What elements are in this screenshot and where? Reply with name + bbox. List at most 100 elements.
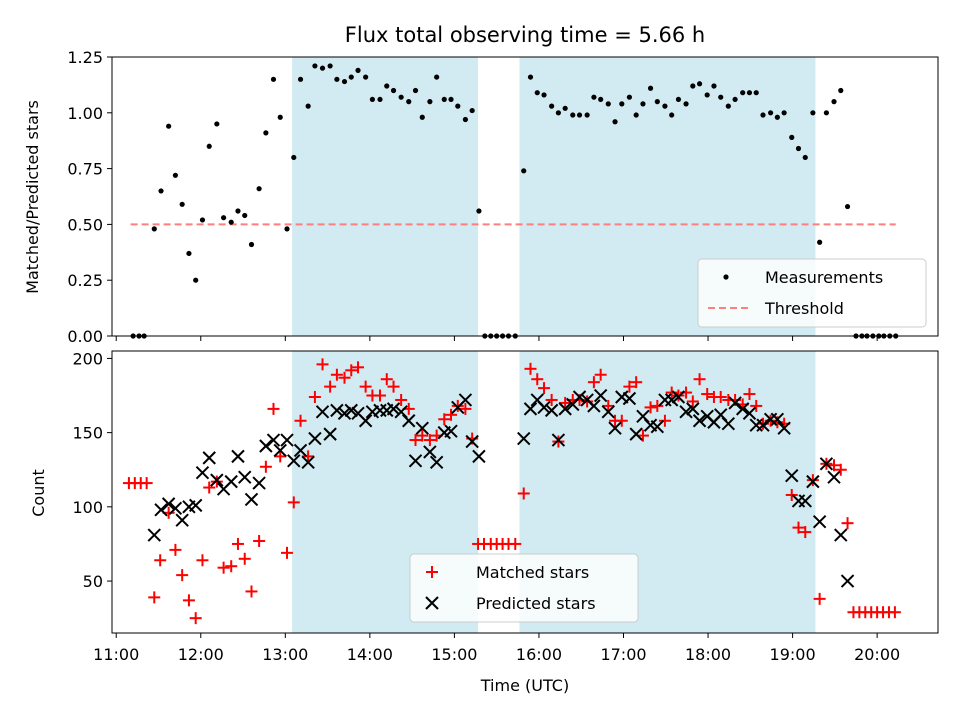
x-tick-label-5: 16:00 bbox=[516, 645, 562, 664]
matched-point-58 bbox=[524, 362, 537, 375]
top-axes-frame bbox=[111, 56, 939, 337]
predicted-point-3 bbox=[168, 501, 183, 516]
predicted-point-48 bbox=[523, 402, 538, 416]
matched-point-7 bbox=[169, 543, 182, 556]
measurement-point-71 bbox=[626, 94, 633, 100]
predicted-point-37 bbox=[408, 454, 423, 468]
measurement-point-88 bbox=[746, 90, 753, 96]
predicted-point-42 bbox=[444, 424, 458, 438]
measurement-point-46 bbox=[455, 103, 461, 109]
matched-point-25 bbox=[294, 414, 307, 427]
bot-yaxis-tick-label-0: 50 bbox=[83, 572, 103, 591]
measurement-point-66 bbox=[591, 94, 597, 100]
predicted-point-26 bbox=[330, 403, 344, 418]
x-tick-label-1: 12:00 bbox=[178, 645, 224, 664]
x-tick-label-2: 13:00 bbox=[262, 645, 308, 664]
bot-yaxis-tick-label-3: 200 bbox=[72, 349, 103, 368]
predicted-point-63 bbox=[629, 427, 643, 441]
predicted-point-47 bbox=[517, 431, 531, 446]
measurement-point-81 bbox=[696, 81, 703, 87]
matched-point-67 bbox=[587, 376, 600, 389]
measurement-point-36 bbox=[384, 83, 390, 89]
predicted-point-40 bbox=[429, 455, 444, 470]
measurement-point-68 bbox=[605, 101, 611, 107]
measurement-point-4 bbox=[158, 188, 164, 194]
matched-point-57 bbox=[517, 487, 530, 500]
measurement-point-13 bbox=[220, 215, 227, 221]
matched-point-5 bbox=[154, 554, 167, 567]
legend-measurements-marker bbox=[723, 274, 729, 280]
predicted-point-79 bbox=[742, 406, 757, 421]
measurement-point-75 bbox=[654, 99, 660, 105]
matched-point-10 bbox=[189, 612, 202, 625]
measurement-point-38 bbox=[398, 94, 404, 100]
matched-point-62 bbox=[552, 435, 565, 448]
bottom-legend: Matched stars Predicted stars bbox=[409, 553, 639, 623]
measurement-point-100 bbox=[831, 99, 837, 105]
x-tick-label-4: 15:00 bbox=[431, 645, 477, 664]
measurement-point-62 bbox=[562, 105, 568, 111]
matched-point-32 bbox=[345, 364, 358, 377]
matched-point-13 bbox=[210, 475, 223, 488]
predicted-point-34 bbox=[386, 402, 401, 416]
measurement-point-7 bbox=[179, 201, 185, 207]
measurement-point-70 bbox=[619, 101, 625, 107]
predicted-point-7 bbox=[195, 465, 210, 480]
measurement-point-24 bbox=[297, 76, 304, 82]
measurement-point-25 bbox=[305, 103, 311, 109]
legend-predicted-marker bbox=[425, 596, 439, 610]
measurement-point-98 bbox=[817, 239, 823, 245]
predicted-point-69 bbox=[671, 390, 686, 404]
measurement-point-74 bbox=[647, 85, 654, 91]
measurement-point-44 bbox=[441, 96, 447, 103]
x-tick-label-6: 17:00 bbox=[600, 645, 646, 664]
top-yaxis-tick-label-3: 0.75 bbox=[67, 160, 103, 179]
measurement-point-3 bbox=[151, 226, 157, 232]
predicted-point-11 bbox=[224, 474, 238, 489]
top-legend: Measurements Threshold bbox=[697, 258, 927, 328]
predicted-point-60 bbox=[608, 421, 622, 435]
matched-point-19 bbox=[253, 534, 266, 547]
measurement-point-30 bbox=[341, 78, 348, 85]
matched-point-78 bbox=[665, 386, 678, 399]
matched-point-81 bbox=[686, 395, 699, 408]
bot-yaxis-tick-label-2: 150 bbox=[72, 424, 103, 443]
matched-point-43 bbox=[423, 434, 436, 447]
measurement-point-80 bbox=[690, 83, 696, 89]
predicted-point-14 bbox=[244, 492, 259, 507]
matched-point-36 bbox=[374, 389, 387, 402]
matched-point-42 bbox=[416, 429, 429, 442]
measurement-point-31 bbox=[348, 74, 354, 80]
predicted-point-16 bbox=[259, 439, 273, 453]
predicted-point-39 bbox=[423, 445, 437, 459]
measurement-point-27 bbox=[319, 65, 326, 71]
matched-point-39 bbox=[395, 393, 408, 406]
predicted-point-72 bbox=[692, 414, 707, 428]
matched-point-63 bbox=[559, 396, 572, 409]
predicted-point-85 bbox=[785, 468, 799, 483]
measurement-point-63 bbox=[570, 112, 576, 118]
matched-point-9 bbox=[182, 594, 195, 607]
predicted-point-4 bbox=[175, 513, 189, 527]
measurement-point-34 bbox=[369, 96, 375, 103]
matched-point-77 bbox=[658, 414, 671, 427]
matched-point-8 bbox=[176, 569, 189, 582]
measurement-point-37 bbox=[390, 87, 397, 94]
predicted-point-25 bbox=[323, 427, 337, 441]
predicted-point-17 bbox=[266, 433, 281, 447]
predicted-point-13 bbox=[238, 470, 252, 484]
matched-point-3 bbox=[140, 477, 153, 490]
top-shades-interval-0 bbox=[292, 57, 479, 336]
x-tick-label-9: 20:00 bbox=[854, 645, 900, 664]
top-panel: 0.00 0.25 0.50 0.75 1.00 1.25 Matched/Predict… bbox=[23, 48, 939, 346]
measurement-point-32 bbox=[355, 67, 361, 73]
predicted-point-71 bbox=[686, 402, 700, 416]
measurement-point-59 bbox=[541, 92, 547, 98]
measurement-point-18 bbox=[256, 186, 262, 192]
matched-point-17 bbox=[238, 552, 251, 565]
predicted-point-9 bbox=[210, 473, 224, 487]
measurement-point-96 bbox=[802, 154, 808, 161]
predicted-point-44 bbox=[458, 393, 473, 407]
x-tick-label-7: 18:00 bbox=[685, 645, 731, 664]
